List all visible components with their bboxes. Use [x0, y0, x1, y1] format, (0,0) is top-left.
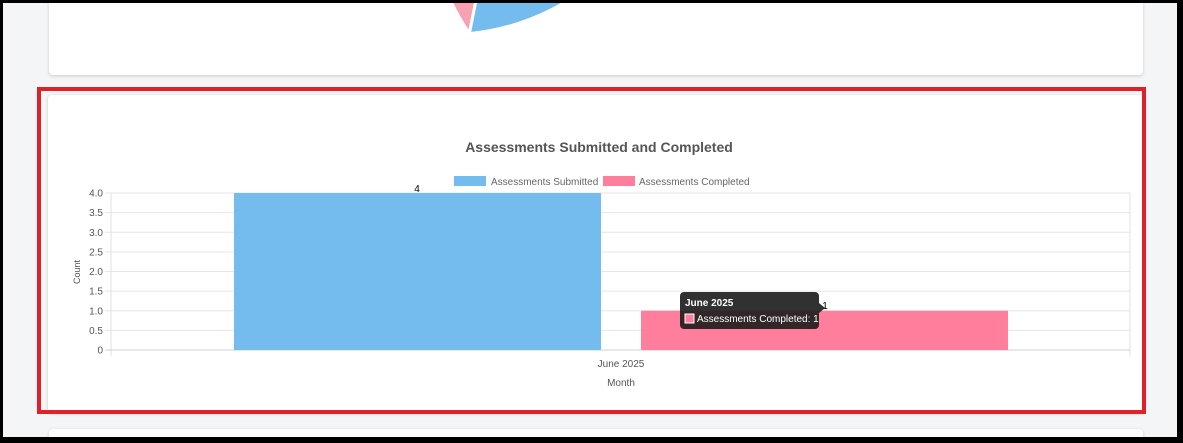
tooltip-caret	[819, 303, 825, 313]
pie-chart-card	[49, 3, 1143, 75]
bar-chart: Assessments Submitted and Completed Asse…	[72, 139, 1131, 389]
legend-swatch-completed[interactable]	[603, 176, 635, 186]
y-tick-label: 4.0	[89, 189, 103, 200]
legend-label-completed[interactable]: Assessments Completed	[639, 177, 750, 188]
tooltip-text: Assessments Completed: 1	[697, 314, 819, 325]
y-tick-label: 2.0	[89, 267, 103, 278]
x-axis-label: Month	[607, 378, 635, 389]
tooltip-box	[680, 292, 819, 329]
y-tick-label: 1.5	[89, 287, 103, 298]
y-axis-label: Count	[72, 260, 82, 285]
bar-chart-card: Assessments Submitted and Completed Asse…	[48, 95, 1144, 413]
pie-chart	[436, 3, 619, 35]
y-tick-label: 2.5	[89, 247, 103, 258]
data-label-submitted: 4	[414, 184, 420, 195]
pie-slice-submitted[interactable]	[468, 3, 619, 35]
y-tick-label: 3.0	[89, 228, 103, 239]
y-axis-ticks: 4.0 3.5 3.0 2.5 2.0 1.5 1.0 0.5 0	[89, 189, 103, 357]
y-tick-label: 1.0	[89, 306, 103, 317]
legend-label-submitted[interactable]: Assessments Submitted	[491, 177, 598, 188]
x-tick-label: June 2025	[598, 359, 645, 370]
pie-slice-completed[interactable]	[436, 3, 527, 35]
tooltip-title: June 2025	[685, 298, 734, 309]
legend-swatch-submitted[interactable]	[454, 176, 486, 186]
chart-title: Assessments Submitted and Completed	[465, 139, 733, 155]
data-label-completed: 1	[822, 301, 828, 312]
legend: Assessments Submitted Assessments Comple…	[454, 176, 750, 188]
page-frame: Assessments Submitted and Completed Asse…	[3, 3, 1177, 437]
y-tick-label: 0.5	[89, 326, 103, 337]
tooltip-swatch	[684, 313, 695, 324]
tooltip: June 2025 Assessments Completed: 1	[680, 292, 825, 329]
next-card	[49, 429, 1143, 437]
bar-submitted-june-2025[interactable]	[234, 193, 601, 350]
y-tick-label: 3.5	[89, 208, 103, 219]
highlight-frame	[37, 87, 1146, 414]
y-tick-label: 0	[97, 346, 103, 357]
